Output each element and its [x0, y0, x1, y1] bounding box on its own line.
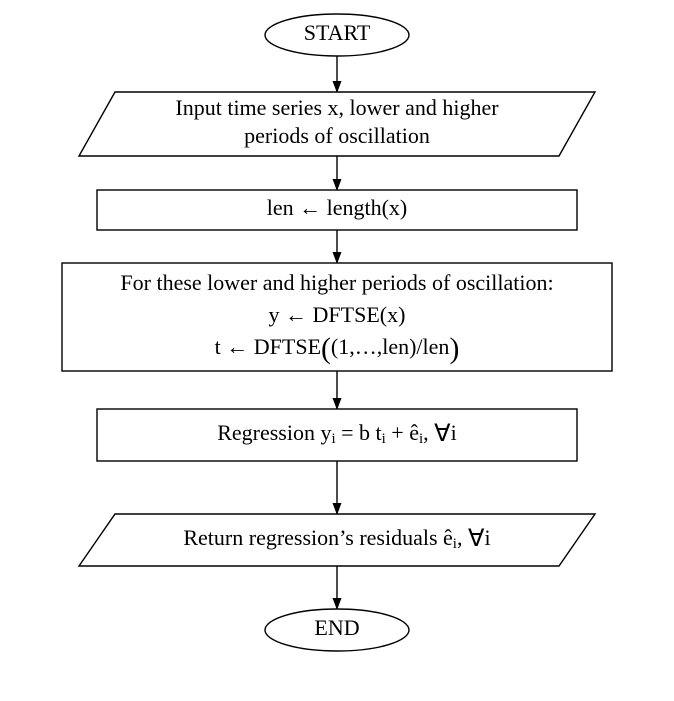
node-start-label-0: START	[304, 20, 371, 45]
node-assign-len: len ← length(x)	[97, 190, 577, 230]
node-end-label-0: END	[314, 615, 359, 640]
node-input: Input time series x, lower and higher per…	[79, 92, 595, 156]
node-input-label-0: Input time series x, lower and higher	[175, 95, 499, 120]
node-dftse-label-1: y ← DFTSE(x)	[269, 302, 406, 327]
node-input-label-1: periods of oscillation	[244, 123, 430, 148]
node-end: END	[265, 609, 409, 651]
node-regression: Regression yi = b ti + êi, ∀i	[97, 409, 577, 461]
node-dftse: For these lower and higher periods of os…	[62, 263, 612, 371]
node-start: START	[265, 14, 409, 56]
flowchart-canvas: START Input time series x, lower and high…	[0, 0, 674, 701]
node-output: Return regression’s residuals êi, ∀i	[79, 514, 595, 566]
node-output-label-0: Return regression’s residuals êi, ∀i	[183, 525, 490, 552]
node-assign-len-label-0: len ← length(x)	[267, 195, 408, 220]
node-dftse-label-0: For these lower and higher periods of os…	[120, 270, 553, 295]
